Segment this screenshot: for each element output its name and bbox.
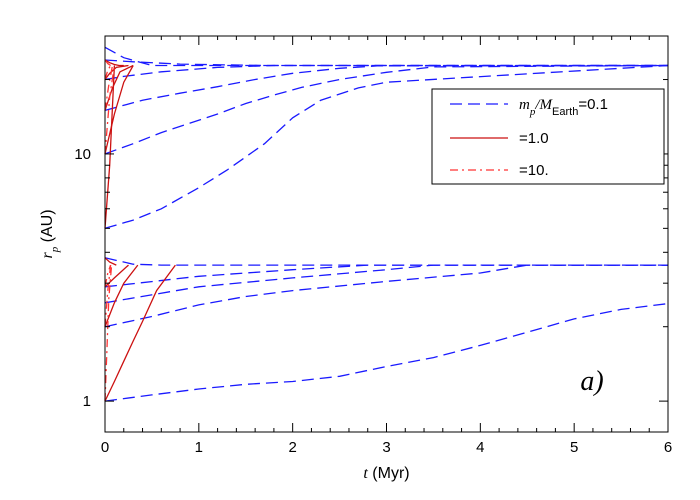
x-tick-label: 3 (382, 439, 390, 456)
series-line-10 (104, 302, 669, 402)
legend-entry-1-M: M (539, 97, 554, 113)
series-line-12 (104, 64, 129, 80)
y-axis-label-var: r (39, 252, 56, 259)
y-axis-label: rp (AU) (39, 209, 61, 258)
legend: mp/MEarth=0.1 =1.0 =10. (431, 88, 665, 185)
y-axis-label-sub: p (49, 246, 61, 253)
y-axis-label-unit: (AU) (39, 209, 56, 246)
x-axis-label-unit: (Myr) (368, 465, 410, 482)
x-tick-label: 0 (101, 439, 109, 456)
series-line-8 (104, 264, 668, 304)
series-line-18 (104, 264, 139, 327)
x-axis-label-var: t (363, 465, 368, 482)
series-line-5 (104, 64, 669, 229)
legend-entry-1-p: p (529, 106, 536, 118)
legend-entry-1: mp/MEarth=0.1 (519, 96, 608, 118)
legend-entry-1-slash: / (534, 97, 541, 113)
series-line-1 (104, 59, 668, 67)
y-tick-label: 1 (83, 393, 91, 410)
legend-entry-1-earth: Earth (552, 106, 578, 118)
series-line-25 (104, 265, 112, 327)
x-tick-label: 2 (288, 439, 296, 456)
series-line-20 (104, 59, 111, 67)
series-line-21 (104, 65, 112, 80)
legend-box (431, 88, 665, 185)
legend-entry-2: =1.0 (519, 130, 549, 147)
series-line-13 (104, 64, 134, 111)
y-tick-label: 10 (74, 146, 91, 163)
x-tick-label: 1 (195, 439, 203, 456)
series-line-14 (104, 65, 134, 155)
series-line-26 (104, 265, 113, 402)
series-line-0 (104, 46, 668, 67)
x-axis-label: t (Myr) (363, 465, 409, 482)
series-line-3 (104, 64, 669, 112)
series-line-4 (104, 64, 669, 155)
series-line-7 (104, 264, 668, 288)
x-tick-label: 5 (570, 439, 578, 456)
x-tick-label: 4 (476, 439, 484, 456)
legend-entry-1-value: =0.1 (578, 96, 608, 113)
x-tick-label: 6 (664, 439, 672, 456)
series-line-11 (104, 59, 124, 67)
series-line-16 (104, 257, 117, 266)
legend-entry-3: =10. (519, 162, 549, 179)
legend-entry-1-m: m (519, 97, 530, 113)
series-line-9 (104, 264, 668, 328)
panel-label: a) (580, 366, 603, 397)
series-line-19 (104, 264, 176, 402)
series-line-23 (104, 65, 116, 154)
series-line-2 (104, 64, 668, 81)
series-line-6 (104, 257, 668, 266)
series-line-22 (104, 65, 114, 111)
x-axis-ticks: 0 1 2 3 4 5 6 (101, 36, 672, 456)
